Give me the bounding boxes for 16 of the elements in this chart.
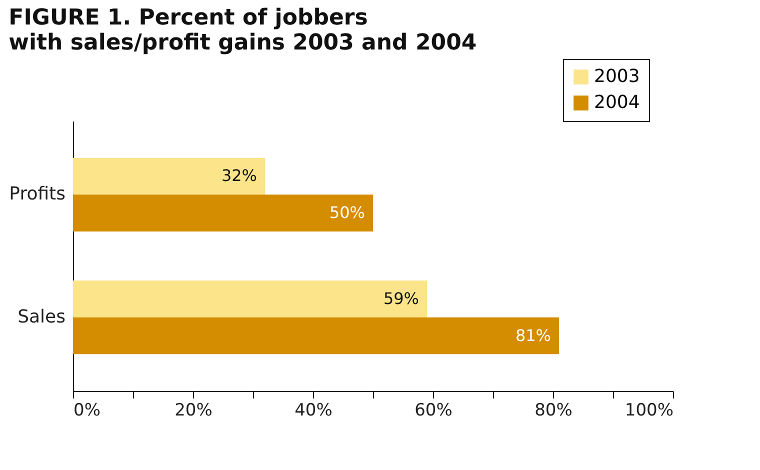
x-tick-label: 100% [624, 400, 674, 420]
x-tick-label: 20% [174, 400, 212, 420]
y-tick-label: Profits [9, 184, 66, 205]
x-tick-label: 0% [74, 400, 100, 420]
chart-subtitle: with sales/profit gains 2003 and 2004 [8, 30, 477, 56]
y-tick-label: Sales [18, 306, 66, 328]
data-label: 32% [221, 166, 257, 186]
legend-label: 2003 [594, 66, 640, 87]
chart-title: FIGURE 1. Percent of jobbers [8, 6, 368, 30]
legend-label: 2004 [594, 92, 640, 113]
x-tick-label: 40% [294, 400, 332, 420]
x-tick-label: 80% [534, 400, 572, 420]
data-label: 81% [515, 326, 551, 345]
data-label: 50% [329, 203, 365, 222]
data-label: 59% [383, 288, 419, 308]
x-tick-label: 60% [414, 400, 452, 420]
